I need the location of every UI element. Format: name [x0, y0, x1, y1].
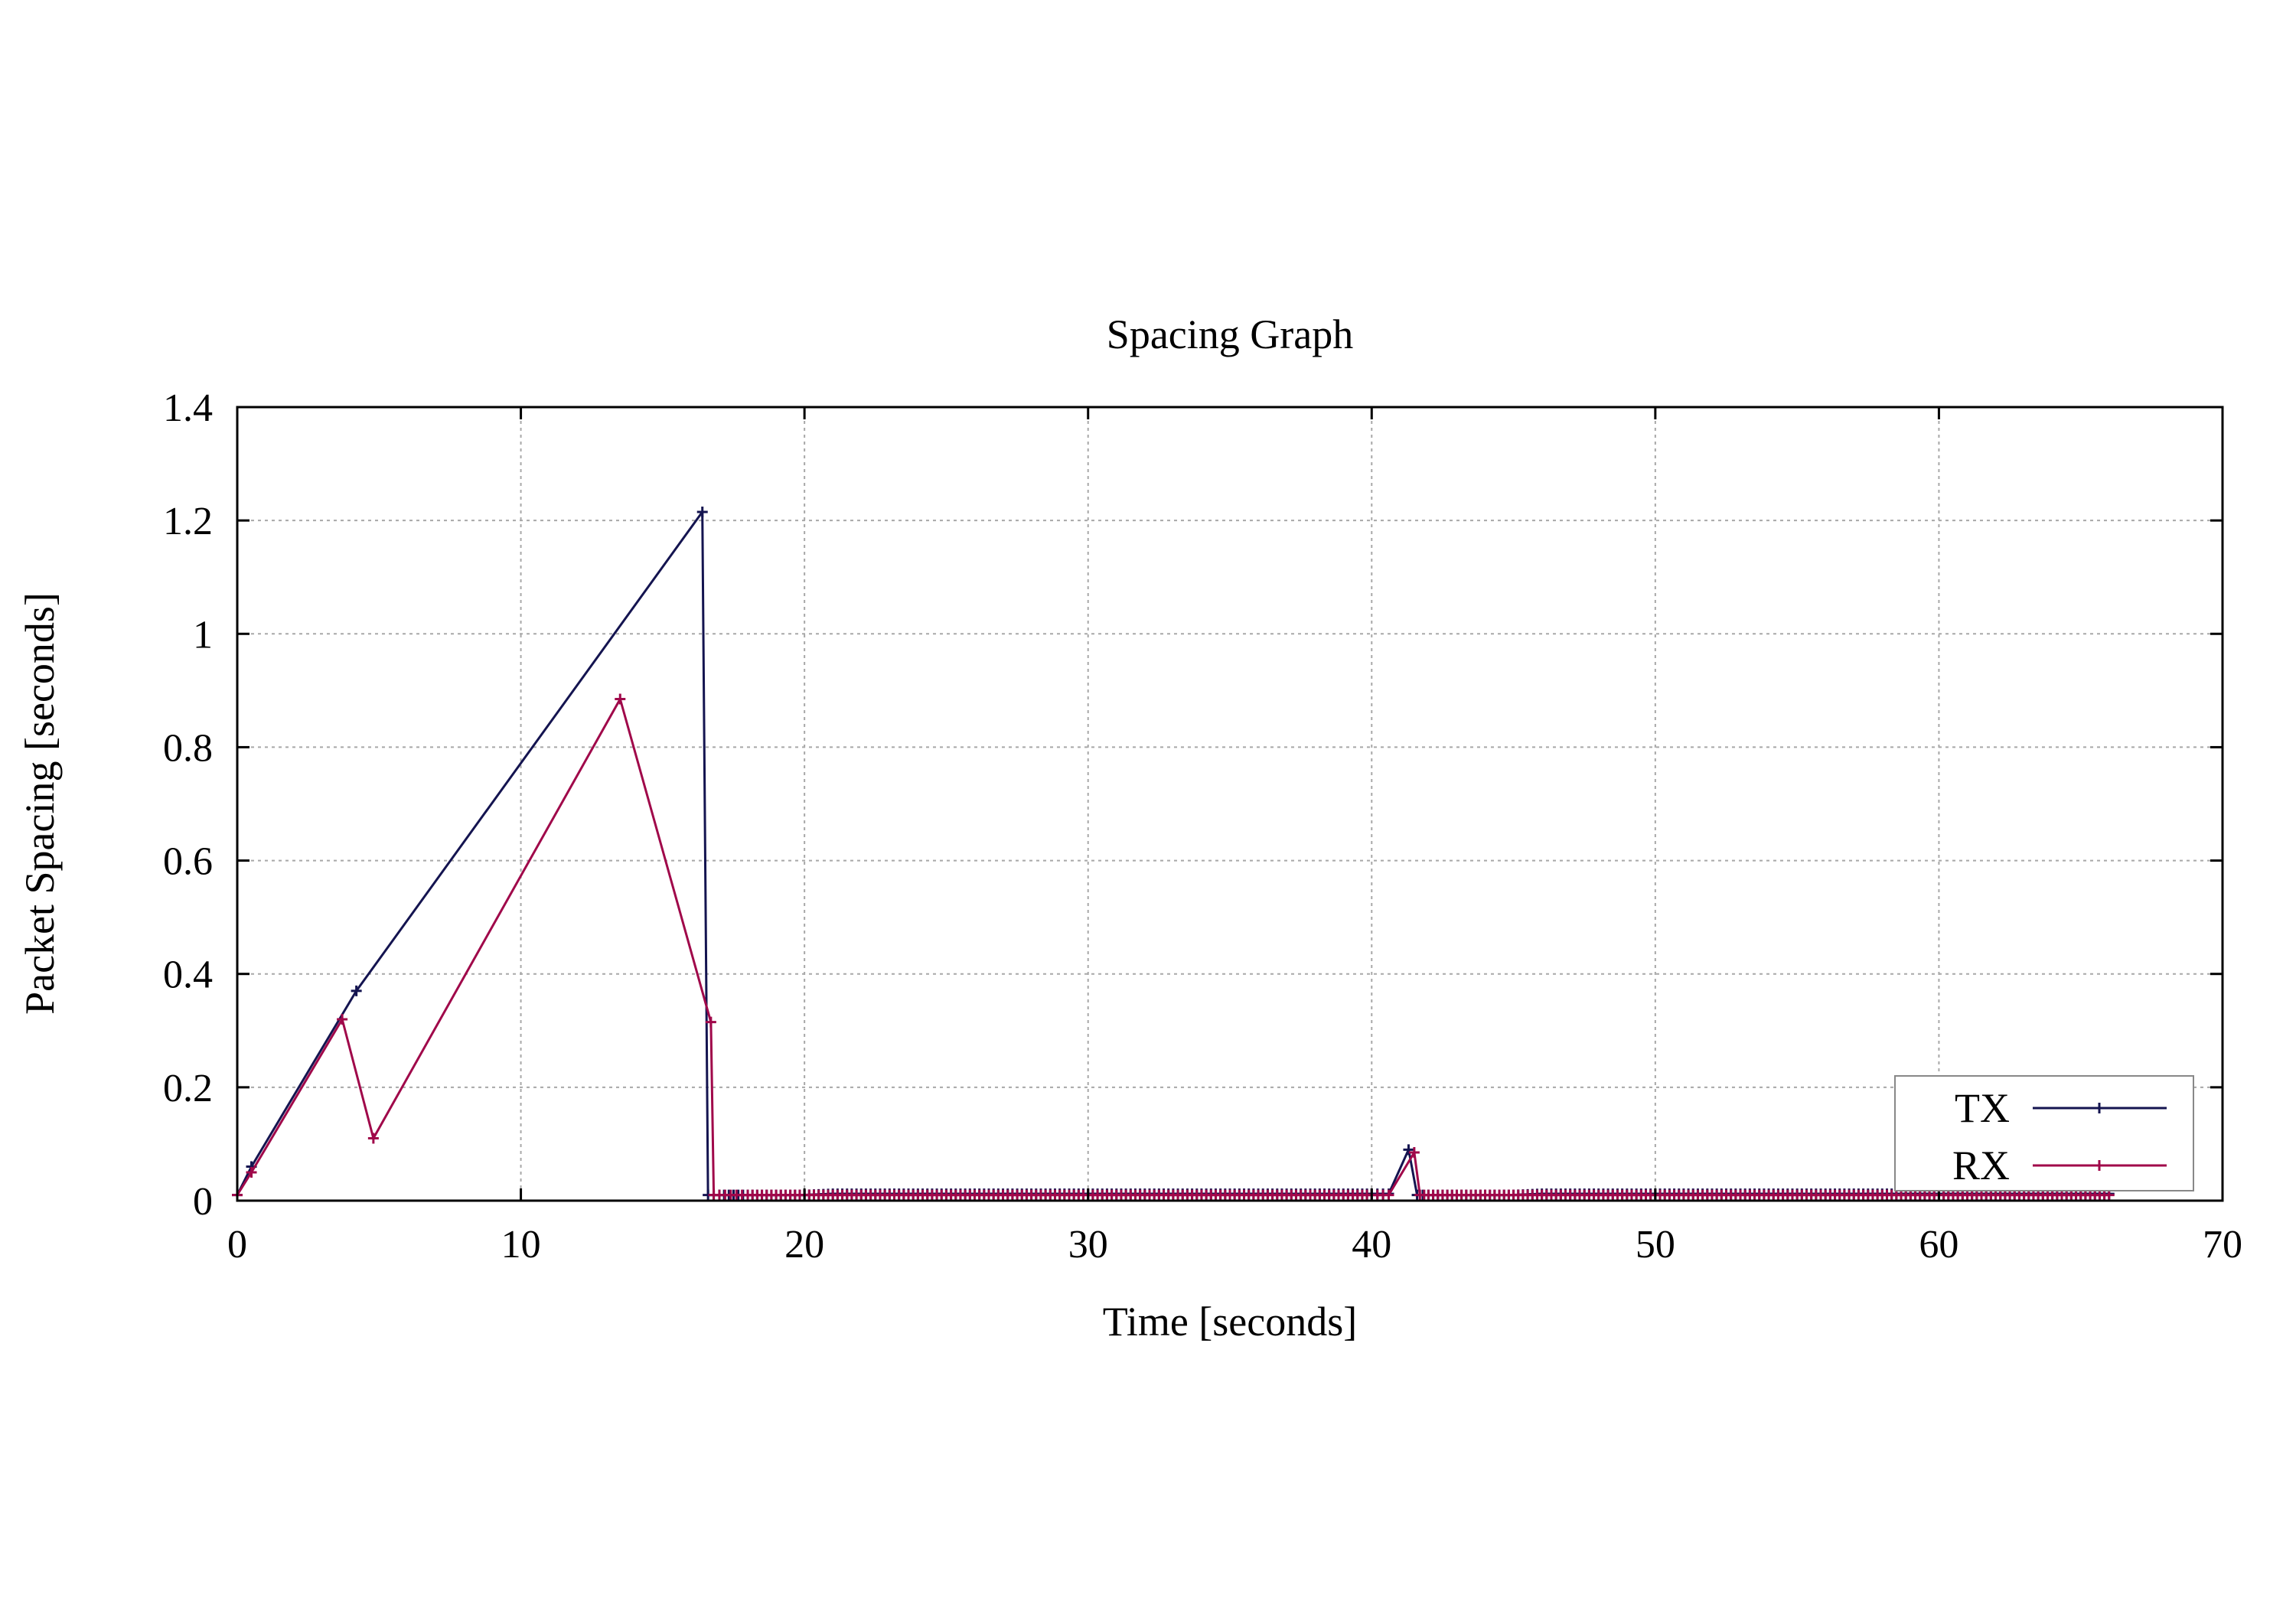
data-point-tx	[351, 985, 362, 996]
data-point-rx	[879, 1189, 891, 1201]
data-point-rx	[713, 1189, 725, 1201]
data-point-rx	[1219, 1189, 1231, 1201]
legend: TX RX	[1894, 1075, 2194, 1191]
legend-entry-tx: TX	[1955, 1085, 2167, 1131]
data-point-rx	[1021, 1189, 1032, 1201]
x-axis-title: Time [seconds]	[1103, 1299, 1358, 1345]
data-point-rx	[1815, 1189, 1827, 1201]
data-point-rx	[1701, 1189, 1713, 1201]
data-point-rx	[1305, 1189, 1316, 1201]
data-point-rx	[1758, 1189, 1769, 1201]
data-point-rx	[1673, 1189, 1684, 1201]
legend-marker-rx	[2094, 1160, 2105, 1171]
data-point-rx	[736, 1189, 748, 1201]
data-point-tx	[1403, 1144, 1414, 1156]
legend-box	[1894, 1075, 2194, 1191]
x-tick-label: 30	[1068, 1223, 1108, 1266]
data-point-rx	[1616, 1189, 1628, 1201]
data-point-rx	[1730, 1189, 1741, 1201]
data-point-rx	[1475, 1189, 1486, 1201]
data-point-rx	[1560, 1189, 1571, 1201]
data-point-rx	[1418, 1189, 1430, 1201]
data-point-rx	[337, 1013, 348, 1025]
x-tick-label: 40	[1352, 1223, 1391, 1266]
data-point-rx	[1844, 1189, 1855, 1201]
data-point-rx	[936, 1189, 947, 1201]
y-tick-label: 0.6	[163, 840, 213, 884]
data-point-rx	[1049, 1189, 1061, 1201]
data-point-rx	[823, 1189, 834, 1201]
data-point-rx	[1645, 1189, 1656, 1201]
y-tick-label: 0.2	[163, 1067, 213, 1110]
data-point-rx	[246, 1166, 257, 1178]
data-point-rx	[1531, 1189, 1543, 1201]
data-point-rx	[765, 1189, 777, 1201]
data-point-rx	[1378, 1189, 1389, 1201]
data-point-rx	[752, 1189, 763, 1201]
data-point-rx	[615, 693, 626, 705]
data-point-rx	[794, 1189, 805, 1201]
data-point-rx	[1163, 1189, 1174, 1201]
series-group	[232, 507, 2115, 1201]
data-point-rx	[1106, 1189, 1117, 1201]
x-tick-label: 70	[2203, 1223, 2242, 1266]
data-point-rx	[1333, 1189, 1345, 1201]
ticks: 0 10 20 30 40 50 60 70 0 0.2 0.4 0.6 0.8 1 1.2 1.4	[163, 386, 2242, 1266]
data-point-tx	[696, 507, 708, 518]
data-point-rx	[1588, 1189, 1600, 1201]
data-point-rx	[1247, 1189, 1259, 1201]
data-point-rx	[908, 1189, 919, 1201]
data-point-rx	[851, 1189, 863, 1201]
data-point-rx	[993, 1189, 1004, 1201]
legend-entry-rx: RX	[1952, 1143, 2167, 1188]
y-tick-label: 1	[193, 613, 213, 657]
x-tick-label: 50	[1636, 1223, 1675, 1266]
data-point-rx	[725, 1189, 736, 1201]
y-tick-label: 1.4	[163, 386, 213, 430]
x-tick-label: 60	[1919, 1223, 1958, 1266]
legend-label-rx: RX	[1952, 1143, 2010, 1188]
y-tick-label: 0.4	[163, 953, 213, 997]
y-axis-title: Packet Spacing [seconds]	[17, 592, 63, 1015]
data-point-rx	[1078, 1189, 1089, 1201]
chart-title: Spacing Graph	[1107, 311, 1353, 357]
data-point-rx	[1503, 1189, 1515, 1201]
y-tick-label: 0	[193, 1180, 213, 1224]
data-point-rx	[1446, 1189, 1458, 1201]
data-point-rx	[964, 1189, 976, 1201]
legend-label-tx: TX	[1955, 1085, 2010, 1131]
data-point-rx	[1872, 1189, 1883, 1201]
y-tick-label: 0.8	[163, 726, 213, 770]
y-tick-label: 1.2	[163, 500, 213, 543]
plot-frame	[236, 406, 2224, 1202]
data-point-rx	[367, 1133, 379, 1144]
data-point-rx	[1191, 1189, 1202, 1201]
legend-marker-tx	[2094, 1103, 2105, 1113]
data-point-rx	[1786, 1189, 1798, 1201]
data-point-rx	[705, 1016, 716, 1028]
data-point-rx	[1276, 1189, 1287, 1201]
grid	[237, 407, 2223, 1201]
data-point-rx	[1408, 1147, 1420, 1159]
data-point-rx	[1362, 1189, 1373, 1201]
x-tick-label: 0	[227, 1223, 247, 1266]
data-point-rx	[1134, 1189, 1146, 1201]
x-tick-label: 10	[501, 1223, 541, 1266]
x-tick-label: 20	[784, 1223, 824, 1266]
